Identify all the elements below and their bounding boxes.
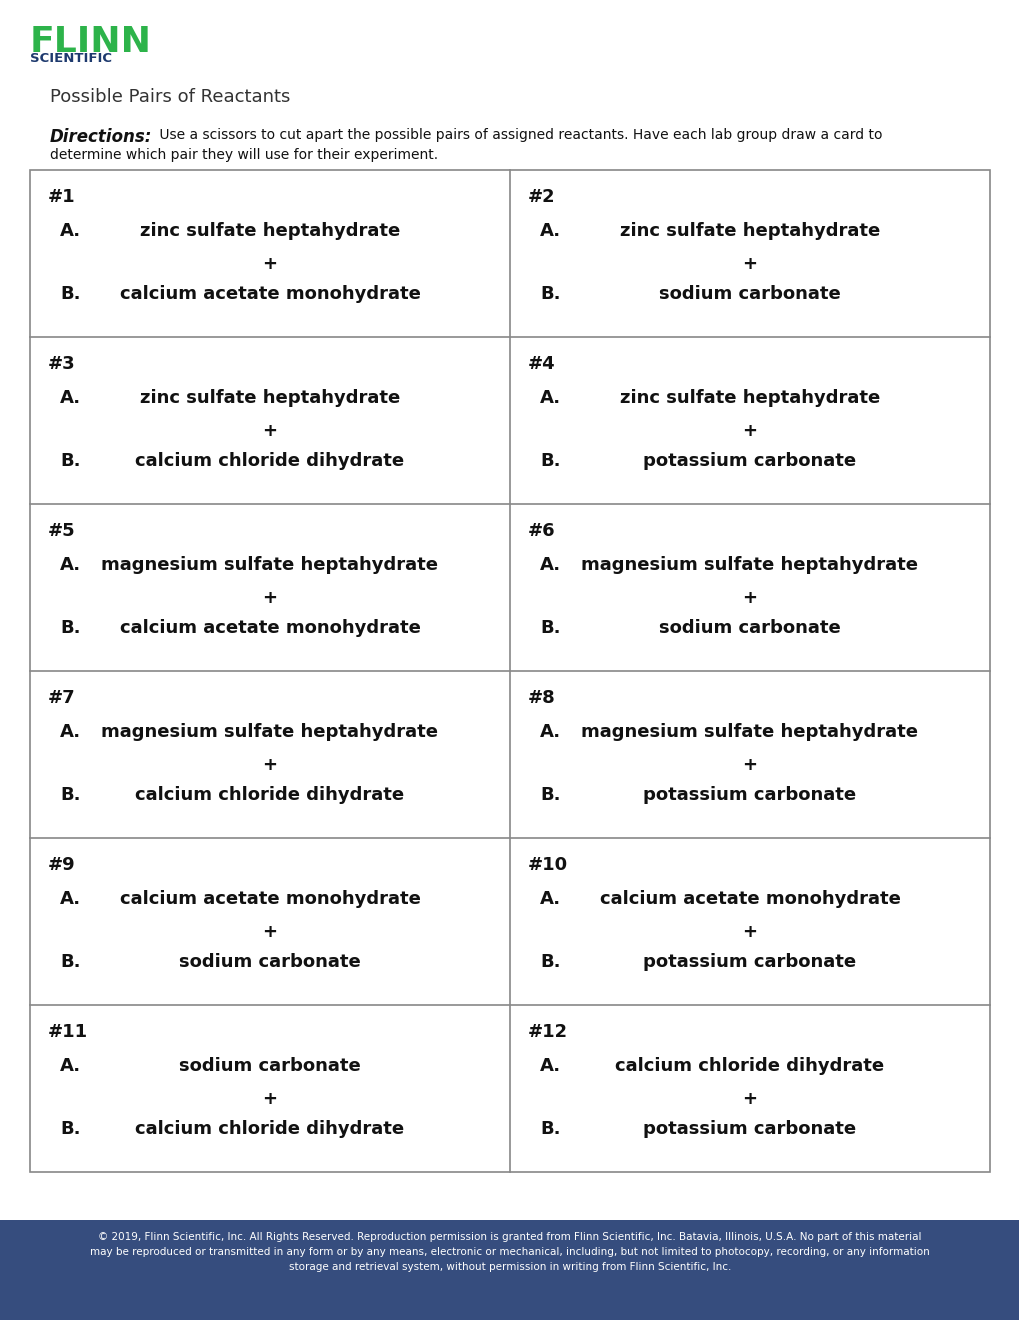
Text: potassium carbonate: potassium carbonate — [643, 1119, 856, 1138]
Text: #10: #10 — [528, 855, 568, 874]
Text: SCIENTIFIC: SCIENTIFIC — [30, 51, 112, 65]
Bar — [0, 1220, 1019, 1320]
Text: #4: #4 — [528, 355, 555, 374]
Text: calcium chloride dihydrate: calcium chloride dihydrate — [136, 1119, 405, 1138]
Text: Use a scissors to cut apart the possible pairs of assigned reactants. Have each : Use a scissors to cut apart the possible… — [155, 128, 881, 143]
Text: zinc sulfate heptahydrate: zinc sulfate heptahydrate — [620, 389, 879, 407]
Text: A.: A. — [60, 222, 82, 240]
Text: magnesium sulfate heptahydrate: magnesium sulfate heptahydrate — [102, 723, 438, 741]
Text: A.: A. — [539, 890, 560, 908]
Text: calcium chloride dihydrate: calcium chloride dihydrate — [136, 785, 405, 804]
Text: magnesium sulfate heptahydrate: magnesium sulfate heptahydrate — [581, 723, 917, 741]
Text: © 2019, Flinn Scientific, Inc. All Rights Reserved. Reproduction permission is g: © 2019, Flinn Scientific, Inc. All Right… — [98, 1232, 921, 1242]
Text: #6: #6 — [528, 521, 555, 540]
Text: B.: B. — [60, 285, 81, 304]
Text: zinc sulfate heptahydrate: zinc sulfate heptahydrate — [140, 222, 399, 240]
Text: B.: B. — [539, 285, 560, 304]
Text: zinc sulfate heptahydrate: zinc sulfate heptahydrate — [140, 389, 399, 407]
Text: A.: A. — [539, 723, 560, 741]
Text: B.: B. — [60, 619, 81, 638]
Text: calcium chloride dihydrate: calcium chloride dihydrate — [614, 1057, 883, 1074]
Text: B.: B. — [60, 953, 81, 972]
Text: #1: #1 — [48, 187, 75, 206]
Text: #5: #5 — [48, 521, 75, 540]
Text: #12: #12 — [528, 1023, 568, 1041]
Text: +: + — [742, 255, 757, 273]
Text: zinc sulfate heptahydrate: zinc sulfate heptahydrate — [620, 222, 879, 240]
Text: Directions:: Directions: — [50, 128, 152, 147]
Bar — [30, 170, 989, 1172]
Text: +: + — [262, 756, 277, 774]
Text: sodium carbonate: sodium carbonate — [658, 285, 840, 304]
Text: A.: A. — [60, 389, 82, 407]
Text: calcium acetate monohydrate: calcium acetate monohydrate — [119, 285, 420, 304]
Text: B.: B. — [539, 1119, 560, 1138]
Text: +: + — [262, 589, 277, 607]
Text: +: + — [742, 756, 757, 774]
Text: FLINN: FLINN — [30, 25, 152, 59]
Text: #3: #3 — [48, 355, 75, 374]
Text: A.: A. — [539, 389, 560, 407]
Text: sodium carbonate: sodium carbonate — [179, 1057, 361, 1074]
Text: #8: #8 — [528, 689, 555, 708]
Text: A.: A. — [60, 556, 82, 574]
Text: +: + — [742, 422, 757, 440]
Text: B.: B. — [60, 451, 81, 470]
Text: #7: #7 — [48, 689, 75, 708]
Text: potassium carbonate: potassium carbonate — [643, 953, 856, 972]
Text: determine which pair they will use for their experiment.: determine which pair they will use for t… — [50, 148, 438, 162]
Text: +: + — [742, 1090, 757, 1107]
Text: #2: #2 — [528, 187, 555, 206]
Text: +: + — [742, 923, 757, 941]
Text: B.: B. — [60, 785, 81, 804]
Text: A.: A. — [60, 890, 82, 908]
Text: B.: B. — [60, 1119, 81, 1138]
Text: magnesium sulfate heptahydrate: magnesium sulfate heptahydrate — [102, 556, 438, 574]
Text: B.: B. — [539, 785, 560, 804]
Text: may be reproduced or transmitted in any form or by any means, electronic or mech: may be reproduced or transmitted in any … — [90, 1247, 929, 1257]
Text: A.: A. — [539, 1057, 560, 1074]
Text: A.: A. — [60, 1057, 82, 1074]
Text: calcium chloride dihydrate: calcium chloride dihydrate — [136, 451, 405, 470]
Text: sodium carbonate: sodium carbonate — [658, 619, 840, 638]
Text: +: + — [742, 589, 757, 607]
Text: magnesium sulfate heptahydrate: magnesium sulfate heptahydrate — [581, 556, 917, 574]
Text: Possible Pairs of Reactants: Possible Pairs of Reactants — [50, 88, 290, 106]
Text: calcium acetate monohydrate: calcium acetate monohydrate — [599, 890, 900, 908]
Text: storage and retrieval system, without permission in writing from Flinn Scientifi: storage and retrieval system, without pe… — [288, 1262, 731, 1272]
Text: calcium acetate monohydrate: calcium acetate monohydrate — [119, 619, 420, 638]
Text: +: + — [262, 923, 277, 941]
Text: B.: B. — [539, 451, 560, 470]
Text: potassium carbonate: potassium carbonate — [643, 785, 856, 804]
Text: A.: A. — [539, 556, 560, 574]
Text: calcium acetate monohydrate: calcium acetate monohydrate — [119, 890, 420, 908]
Text: potassium carbonate: potassium carbonate — [643, 451, 856, 470]
Text: #11: #11 — [48, 1023, 88, 1041]
Text: #9: #9 — [48, 855, 75, 874]
Text: +: + — [262, 422, 277, 440]
Text: +: + — [262, 1090, 277, 1107]
Text: A.: A. — [60, 723, 82, 741]
Text: +: + — [262, 255, 277, 273]
Text: sodium carbonate: sodium carbonate — [179, 953, 361, 972]
Text: B.: B. — [539, 953, 560, 972]
Text: A.: A. — [539, 222, 560, 240]
Text: B.: B. — [539, 619, 560, 638]
